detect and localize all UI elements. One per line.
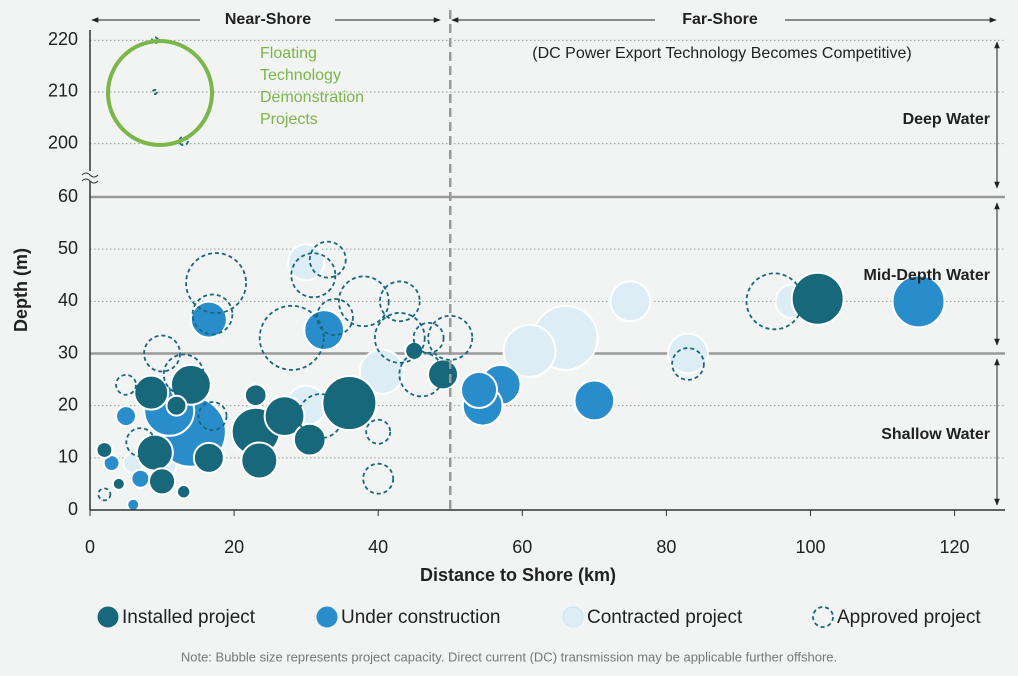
zone-label: Deep Water [903,111,990,128]
bubble [365,418,392,445]
bubble [308,240,347,279]
bubble [165,394,188,417]
bubble [151,88,158,95]
bubble [115,405,137,428]
bubble [321,375,378,432]
bubble [258,304,325,371]
axis-break-gap [82,171,98,181]
bubble [671,347,705,381]
bubbles [95,36,946,512]
bubble [197,401,228,432]
bubble [358,348,405,395]
bubble [125,427,156,458]
x-tick-label: 120 [940,537,970,557]
zone-note: (DC Power Export Technology Becomes Comp… [532,45,911,62]
bubble [95,441,114,459]
bubble [292,422,327,457]
y-axis-title: Depth (m) [11,248,31,332]
y-tick-label: 60 [58,186,78,206]
bubble [573,379,616,422]
annotation-text: Demonstration [260,89,364,106]
bubble [790,271,845,326]
zone-label: Shallow Water [881,426,990,443]
x-tick-label: 40 [368,537,388,557]
bubble [243,383,268,408]
y-tick-label: 40 [58,290,78,310]
legend-label: Under construction [341,607,500,628]
legend-label: Contracted project [587,607,743,628]
zone-label: Mid-Depth Water [863,267,990,284]
bubble [185,252,247,314]
bubble [175,484,192,500]
y-tick-label: 20 [58,394,78,414]
y-tick-label: 10 [58,447,78,467]
bubble [379,280,421,323]
bubble [891,274,946,329]
bubble [297,393,344,440]
x-axis-title: Distance to Shore (km) [420,565,616,585]
bubble [412,321,445,354]
note: Note: Bubble size represents project cap… [181,649,837,664]
zone-label: Far-Shore [682,11,758,28]
x-tick-label: 80 [656,537,676,557]
bubble [263,395,306,437]
annotation-text: Technology [260,67,341,84]
bubble [192,441,225,474]
bubble [460,371,499,410]
y-tick-label: 50 [58,238,78,258]
bubble [147,467,177,496]
bubble [143,334,181,373]
bubble [97,487,112,502]
x-tick-label: 20 [224,537,244,557]
bubble [362,462,395,495]
bubble [303,309,346,351]
highlight-circle [106,39,214,147]
bubble [290,252,337,299]
y-tick-label: 220 [48,29,78,49]
bubble [111,476,126,491]
bubble [502,323,557,378]
bubble [178,135,189,147]
legend-swatch [812,606,834,628]
bubble [373,312,426,364]
y-tick-label: 200 [48,132,78,152]
legend-label: Installed project [122,607,256,628]
bubble [126,497,141,512]
grid: 0 10 20 30 40 50 60 200 210 220 0 20 40 60 80 100 120 [48,29,1005,557]
legend-swatch [316,606,338,628]
bubble [609,280,652,323]
annotation: Floating Technology Demonstration Projects [260,45,364,128]
legend-swatch [97,606,119,628]
legend-label: Approved project [837,607,981,628]
bubble [337,275,390,328]
y-tick-label: 0 [68,499,78,519]
legend-swatch [562,606,584,628]
bubble [745,272,804,331]
legend: Installed project Under construction Contr… [97,606,981,628]
bubble [189,300,228,339]
bubble [130,468,151,489]
y-tick-label: 30 [58,342,78,362]
axis-break [81,172,99,184]
y-tick-label: 210 [48,81,78,101]
bubble [398,351,445,398]
x-tick-label: 0 [85,537,95,557]
bubble [162,353,205,396]
zone-label: Near-Shore [225,11,311,28]
bubble [115,373,137,396]
x-tick-label: 100 [795,537,825,557]
bubble [316,298,354,336]
bubble [240,441,279,480]
bubble [169,363,212,406]
annotation-text: Projects [260,111,318,128]
bubble [191,293,234,336]
bubble [667,332,709,375]
bubble [133,374,170,411]
annotation-text: Floating [260,45,317,62]
x-tick-label: 60 [512,537,532,557]
bubble [427,314,474,361]
